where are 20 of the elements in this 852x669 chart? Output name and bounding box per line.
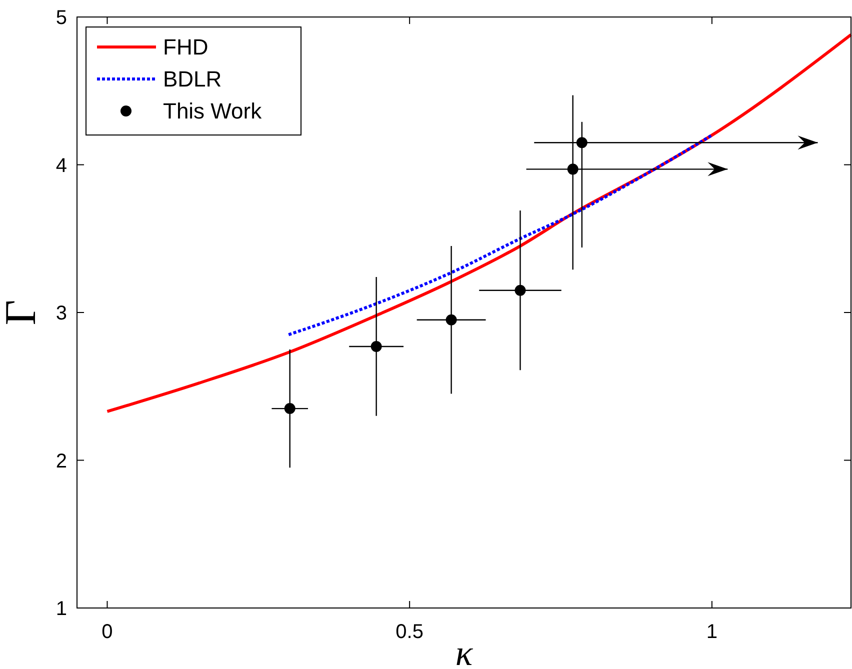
legend-label: This Work	[163, 98, 263, 124]
legend-label: FHD	[163, 34, 208, 60]
point	[370, 340, 382, 352]
x-tick-label: 1	[706, 621, 718, 643]
point	[446, 314, 457, 326]
y-tick-label: 4	[56, 154, 67, 177]
x-axis-title: κ	[455, 633, 474, 669]
legend-label: BDLR	[163, 66, 222, 92]
y-tick-label: 1	[56, 598, 67, 620]
x-tick-label: 0	[102, 621, 113, 643]
point	[567, 164, 578, 175]
y-tick-label: 5	[56, 7, 67, 29]
y-tick-label: 3	[56, 302, 67, 324]
point	[576, 137, 588, 148]
point	[514, 284, 526, 296]
x-tick-label: 0.5	[396, 621, 424, 643]
point	[284, 403, 296, 414]
y-tick-label: 2	[56, 450, 67, 472]
line-series	[287, 134, 714, 336]
y-axis-title: Γ	[0, 300, 45, 326]
